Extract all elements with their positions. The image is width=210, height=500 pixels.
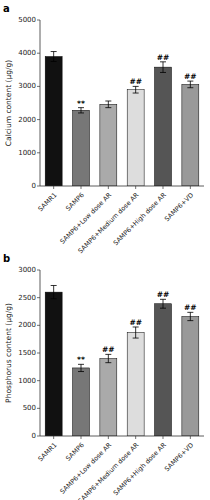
annotation: ## xyxy=(184,303,197,312)
y-tick-label: 500 xyxy=(23,404,36,412)
bar xyxy=(45,292,62,436)
error-bar xyxy=(133,327,139,338)
x-tick-label: SAMP6 xyxy=(64,191,85,212)
plot-area xyxy=(45,285,199,436)
y-axis-line xyxy=(40,20,41,186)
figure: 010002000300040005000SAMR1SAMP6SAMP6+Low… xyxy=(0,0,210,500)
y-tick xyxy=(37,325,40,326)
bar xyxy=(127,90,144,186)
x-tick xyxy=(163,436,164,439)
panel-title: b xyxy=(3,253,10,264)
x-tick xyxy=(108,436,109,439)
x-axis-line xyxy=(40,186,204,187)
x-tick xyxy=(81,436,82,439)
x-tick xyxy=(135,436,136,439)
y-tick-label: 0 xyxy=(32,182,36,190)
x-tick-label: SAMP6+Low dose AR xyxy=(59,441,114,496)
error-bar xyxy=(78,364,84,371)
error-bar xyxy=(160,299,166,308)
bar xyxy=(182,84,199,186)
annotation: ## xyxy=(157,290,170,299)
x-tick-label: SAMP6+High dose AR xyxy=(112,191,168,247)
y-tick xyxy=(37,408,40,409)
y-tick-label: 2500 xyxy=(18,294,36,302)
x-tick xyxy=(190,186,191,189)
y-tick xyxy=(37,297,40,298)
y-tick xyxy=(37,270,40,271)
y-tick xyxy=(37,152,40,153)
error-bar xyxy=(105,354,111,362)
bar xyxy=(45,57,62,186)
y-tick xyxy=(37,436,40,437)
annotation: ## xyxy=(102,345,115,354)
annotation: ** xyxy=(77,355,85,364)
error-bar xyxy=(105,101,111,108)
annotation: ** xyxy=(77,99,85,108)
y-tick-label: 2000 xyxy=(18,321,36,329)
plot-area xyxy=(45,52,199,186)
y-tick-label: 1000 xyxy=(18,377,36,385)
panel-title: a xyxy=(3,3,10,14)
error-bar xyxy=(187,81,193,88)
bar xyxy=(127,333,144,436)
error-bar xyxy=(160,62,166,73)
y-tick-label: 3000 xyxy=(18,82,36,90)
x-tick-label: SAMP6+Low dose AR xyxy=(59,191,114,246)
error-bar xyxy=(51,52,57,62)
y-tick xyxy=(37,353,40,354)
y-tick-label: 5000 xyxy=(18,16,36,24)
annotation: ## xyxy=(129,318,142,327)
annotation: ## xyxy=(157,53,170,62)
bar xyxy=(73,368,90,436)
x-tick-label: SAMP6+Medium dose AR xyxy=(77,441,141,500)
y-tick-label: 4000 xyxy=(18,49,36,57)
x-tick xyxy=(190,436,191,439)
x-tick-label: SAMP6+VD xyxy=(163,191,195,223)
error-bar xyxy=(51,285,57,298)
x-tick xyxy=(135,186,136,189)
y-tick xyxy=(37,86,40,87)
x-tick-label: SAMP6+VD xyxy=(163,441,195,473)
panel: 0 1000 2000 3000 4000 5000 SAMR1SAMP6SAMP6+Low… xyxy=(3,3,204,255)
y-tick-label: 0 xyxy=(32,432,36,440)
x-tick xyxy=(53,436,54,439)
y-tick xyxy=(37,20,40,21)
x-tick-label: SAMP6 xyxy=(64,441,85,462)
y-tick xyxy=(37,119,40,120)
x-axis-line xyxy=(40,436,204,437)
x-tick-label: SAMR1 xyxy=(37,441,59,463)
y-tick-label: 1000 xyxy=(18,149,36,157)
annotation: ## xyxy=(184,72,197,81)
y-tick-label: 3000 xyxy=(18,266,36,274)
x-tick xyxy=(81,186,82,189)
y-axis-label: Calcium content (μg/g) xyxy=(4,60,13,146)
bar xyxy=(100,359,117,436)
annotation: ## xyxy=(129,77,142,86)
bar xyxy=(100,104,117,186)
bar xyxy=(182,316,199,436)
x-tick-label: SAMR1 xyxy=(37,191,59,213)
error-bar xyxy=(78,108,84,113)
error-bar xyxy=(133,86,139,93)
y-tick xyxy=(37,186,40,187)
panel: 050010001500200025003000SAMR1SAMP6SAMP6+… xyxy=(3,253,204,500)
bar xyxy=(155,67,172,186)
y-tick xyxy=(37,380,40,381)
x-tick xyxy=(53,186,54,189)
y-axis-label: Phosphorus content (μg/g) xyxy=(4,303,13,403)
bar xyxy=(73,110,90,186)
y-tick xyxy=(37,53,40,54)
y-tick-label: 1500 xyxy=(18,349,36,357)
x-tick xyxy=(108,186,109,189)
x-tick xyxy=(163,186,164,189)
error-bar xyxy=(187,312,193,320)
y-tick-label: 2000 xyxy=(18,116,36,124)
bar xyxy=(155,304,172,436)
x-tick-label: SAMP6+High dose AR xyxy=(112,441,168,497)
